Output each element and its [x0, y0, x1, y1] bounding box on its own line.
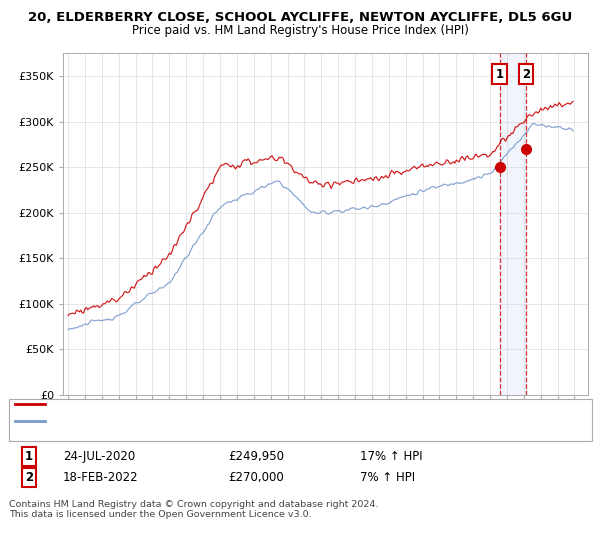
Text: 24-JUL-2020: 24-JUL-2020: [63, 450, 135, 463]
Text: 20, ELDERBERRY CLOSE, SCHOOL AYCLIFFE, NEWTON AYCLIFFE, DL5 6GU (detached hou: 20, ELDERBERRY CLOSE, SCHOOL AYCLIFFE, N…: [49, 399, 508, 409]
Text: 1: 1: [25, 450, 33, 463]
Text: 1: 1: [496, 68, 503, 81]
Text: Price paid vs. HM Land Registry's House Price Index (HPI): Price paid vs. HM Land Registry's House …: [131, 24, 469, 36]
Text: 20, ELDERBERRY CLOSE, SCHOOL AYCLIFFE, NEWTON AYCLIFFE, DL5 6GU: 20, ELDERBERRY CLOSE, SCHOOL AYCLIFFE, N…: [28, 11, 572, 24]
Text: 7% ↑ HPI: 7% ↑ HPI: [360, 470, 415, 484]
Text: 2: 2: [25, 470, 33, 484]
Text: Contains HM Land Registry data © Crown copyright and database right 2024.
This d: Contains HM Land Registry data © Crown c…: [9, 500, 379, 519]
Text: 17% ↑ HPI: 17% ↑ HPI: [360, 450, 422, 463]
Text: £249,950: £249,950: [228, 450, 284, 463]
Text: £270,000: £270,000: [228, 470, 284, 484]
Bar: [500, 53, 526, 395]
Text: 2: 2: [522, 68, 530, 81]
Text: HPI: Average price, detached house, Darlington: HPI: Average price, detached house, Darl…: [49, 416, 297, 426]
Text: 18-FEB-2022: 18-FEB-2022: [63, 470, 139, 484]
